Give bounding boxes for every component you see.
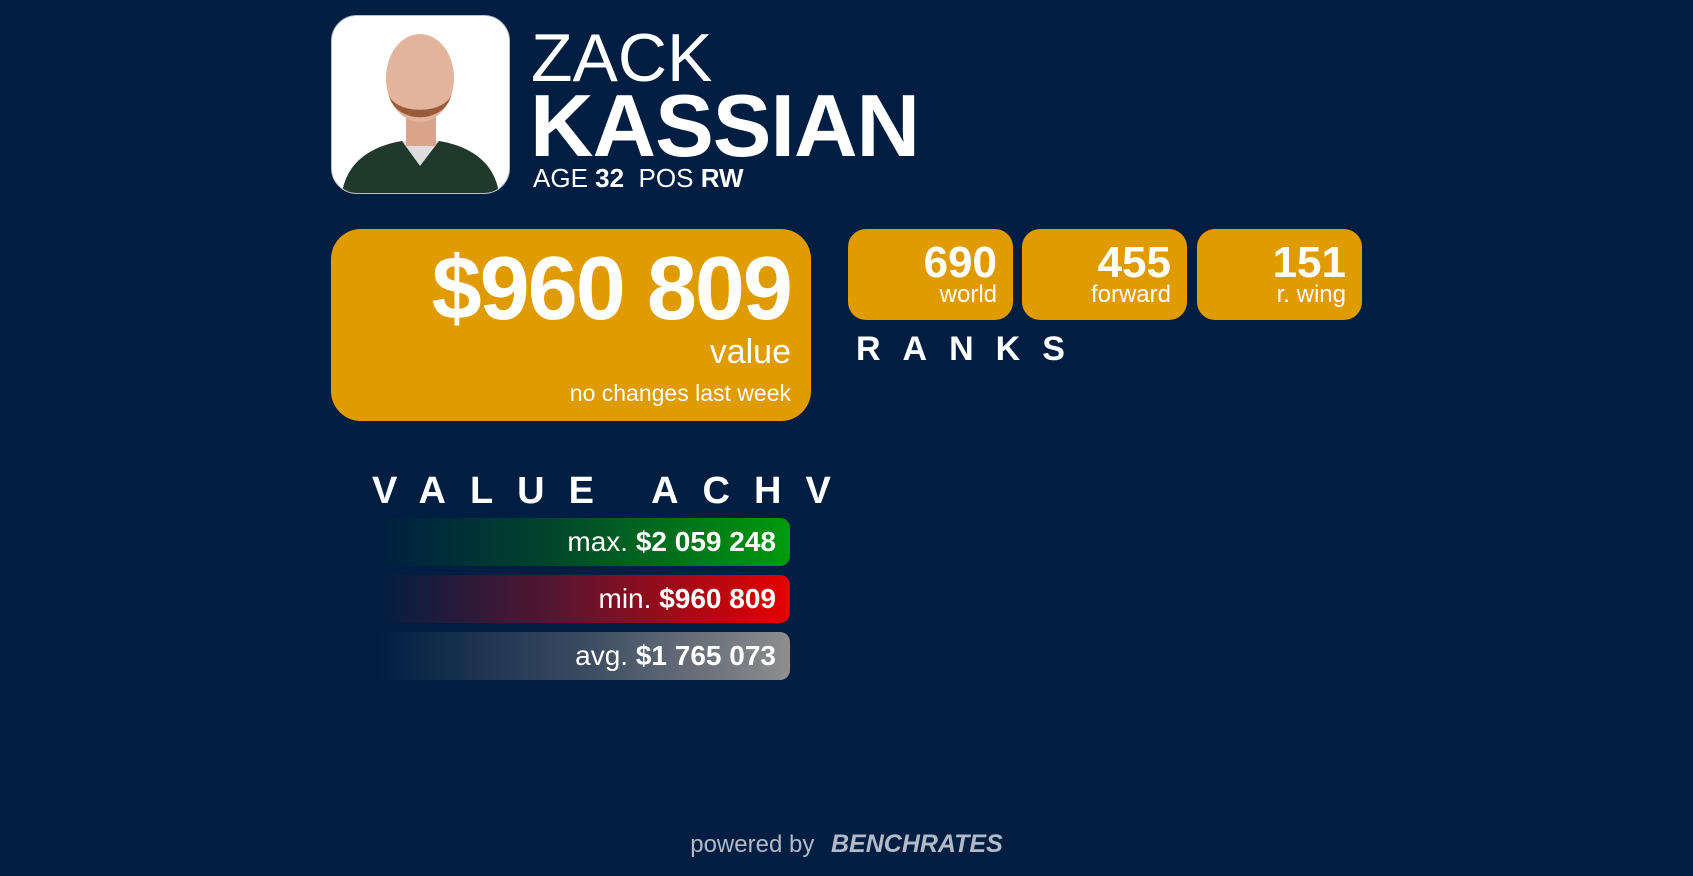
age-value: 32 <box>595 163 625 193</box>
achievement-avg-bar: avg. $1 765 073 <box>375 632 790 680</box>
player-first-name: ZACK <box>531 20 713 96</box>
achievement-value: $960 809 <box>659 583 776 614</box>
player-photo <box>331 15 510 194</box>
achievement-label: avg. <box>575 640 629 671</box>
achievement-value: $1 765 073 <box>635 640 776 671</box>
brand-logo[interactable]: BENCHRATES <box>830 830 1003 858</box>
achievement-label: min. <box>598 583 652 614</box>
rank-r-wing: 151 r. wing <box>1197 229 1362 320</box>
ranks-title: RANKS <box>856 330 1087 368</box>
pos-value: RW <box>700 163 744 193</box>
powered-by-text: powered by <box>690 831 815 858</box>
player-meta: AGE 32 POS RW <box>533 163 744 193</box>
achievement-value: $2 059 248 <box>635 526 776 557</box>
value-amount: $960 809 <box>431 239 793 339</box>
rank-number: 455 <box>1097 238 1171 287</box>
player-last-name: KASSIAN <box>530 76 920 175</box>
rank-number: 690 <box>923 238 997 287</box>
player-headshot-icon <box>342 34 499 193</box>
achievement-max-bar: max. $2 059 248 <box>375 518 790 566</box>
achievement-min-bar: min. $960 809 <box>375 575 790 623</box>
rank-forward: 455 forward <box>1022 229 1187 320</box>
rank-number: 151 <box>1272 238 1346 287</box>
value-change: no changes last week <box>569 380 791 406</box>
value-card: $960 809 value no changes last week <box>331 229 811 421</box>
age-label: AGE <box>533 163 588 193</box>
rank-label: r. wing <box>1276 281 1346 308</box>
rank-label: forward <box>1090 281 1171 308</box>
achievement-label: max. <box>567 526 629 557</box>
value-label: value <box>709 333 791 371</box>
rank-world: 690 world <box>848 229 1013 320</box>
footer: powered by BENCHRATES <box>0 830 1693 859</box>
pos-label: POS <box>638 163 694 193</box>
rank-label: world <box>939 281 997 308</box>
achievements-title: VALUE ACHV <box>372 470 855 512</box>
